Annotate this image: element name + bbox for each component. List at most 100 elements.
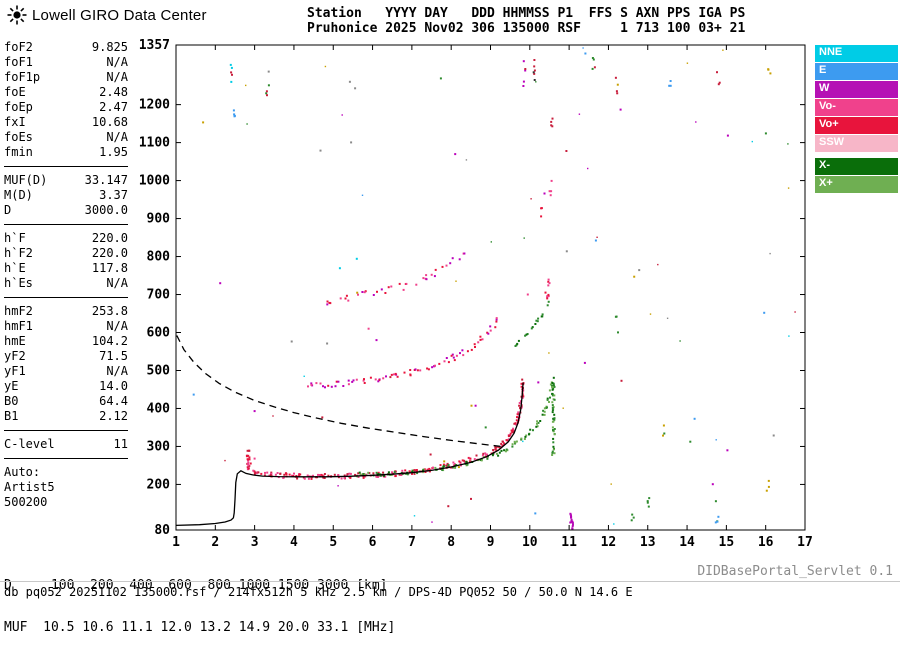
auto-code: 500200 — [4, 495, 48, 509]
param-value: N/A — [106, 276, 128, 290]
logo-text: Lowell GIRO Data Center — [32, 6, 207, 24]
dmuf-table: D 100 200 400 600 800 1000 1500 3000 [km… — [4, 551, 395, 649]
dmuf-d-row: D 100 200 400 600 800 1000 1500 3000 [km… — [4, 578, 388, 593]
auto-mode-label: Auto: — [4, 465, 41, 479]
param-value: 3000.0 — [84, 203, 128, 217]
param-value: 64.4 — [99, 394, 128, 408]
separator — [4, 458, 128, 459]
param-label: M(D) — [4, 188, 33, 202]
param-value: N/A — [106, 319, 128, 333]
legend-item-e: E — [815, 63, 898, 80]
param-label: foF2 — [4, 40, 33, 54]
parameter-panel: foF2 9.825 foF1 N/A foF1p N/A foE 2.48 foEp 2.47 f… — [4, 40, 128, 510]
ionogram-plot[interactable]: 1 2 3 4 5 6 7 8 9 10 11 12 13 14 15 16 17802003004005006… — [0, 0, 900, 600]
x-tick-label: 14 — [679, 535, 695, 550]
param-label: h`F — [4, 231, 26, 245]
param-mufd: MUF(D) 33.147 — [4, 173, 128, 188]
param-fmin: fmin 1.95 — [4, 145, 128, 160]
trace-F-1hop-O — [252, 378, 525, 480]
param-label: MUF(D) — [4, 173, 48, 187]
param-foe: foE 2.48 — [4, 85, 128, 100]
legend-item-vo+: Vo+ — [815, 117, 898, 134]
param-value: 2.47 — [99, 100, 128, 114]
param-fof1: foF1 N/A — [4, 55, 128, 70]
param-label: B0 — [4, 394, 19, 408]
x-tick-label: 3 — [251, 535, 259, 550]
param-value: 104.2 — [91, 334, 128, 348]
legend-item-x-: X- — [815, 158, 898, 175]
line-fitted-trace — [175, 382, 524, 527]
x-tick-label: 17 — [797, 535, 813, 550]
y-tick-label: 500 — [147, 363, 171, 378]
x-tick-label: 10 — [522, 535, 538, 550]
x-tick-label: 15 — [719, 535, 735, 550]
param-fof1p: foF1p N/A — [4, 70, 128, 85]
separator — [4, 166, 128, 167]
legend-item-x+: X+ — [815, 176, 898, 193]
param-label: h`F2 — [4, 246, 33, 260]
param-value: 71.5 — [99, 349, 128, 363]
trace-F-1hop-X — [356, 381, 555, 478]
param-label: C-level — [4, 437, 55, 451]
y-tick-label: 700 — [147, 288, 171, 303]
param-label: hmE — [4, 334, 26, 348]
interference-streaks — [229, 57, 772, 530]
legend-item-nne: NNE — [815, 45, 898, 62]
param-value: 220.0 — [91, 246, 128, 260]
param-he: h`E 117.8 — [4, 261, 128, 276]
x-tick-label: 13 — [640, 535, 656, 550]
x-tick-label: 8 — [447, 535, 455, 550]
param-fof2: foF2 9.825 — [4, 40, 128, 55]
station-header-line1: Station YYYY DAY DDD HHMMSS P1 FFS S AXN… — [307, 6, 746, 21]
param-groups: foF2 9.825 foF1 N/A foF1p N/A foE 2.48 foEp 2.47 f… — [4, 40, 128, 452]
param-value: 2.48 — [99, 85, 128, 99]
station-header: Station YYYY DAY DDD HHMMSS P1 FFS S AXN… — [307, 6, 745, 36]
param-hf: h`F 220.0 — [4, 231, 128, 246]
trace-F-2hop-X — [514, 300, 550, 347]
x-axis: 1 2 3 4 5 6 7 8 9 10 11 12 13 14 15 16 17 — [172, 45, 813, 550]
x-tick-label: 12 — [601, 535, 617, 550]
trace-F-3hop — [326, 252, 466, 306]
x-tick-label: 4 — [290, 535, 298, 550]
param-label: yF2 — [4, 349, 26, 363]
y-tick-label: 300 — [147, 439, 171, 454]
param-hmf1: hmF1 N/A — [4, 319, 128, 334]
param-value: 117.8 — [91, 261, 128, 275]
param-value: 220.0 — [91, 231, 128, 245]
param-yf2: yF2 71.5 — [4, 349, 128, 364]
x-tick-label: 16 — [758, 535, 774, 550]
param-value: N/A — [106, 364, 128, 378]
echo-specks — [249, 282, 586, 465]
background-noise — [192, 47, 796, 525]
y-tick-label: 200 — [147, 477, 171, 492]
param-label: h`Es — [4, 276, 33, 290]
param-label: yE — [4, 379, 19, 393]
auto-program: Artist5 — [4, 480, 55, 494]
servlet-version: DIDBasePortal_Servlet 0.1 — [697, 564, 893, 579]
param-label: foEs — [4, 130, 33, 144]
param-label: foF1p — [4, 70, 41, 84]
lowell-logo-icon — [7, 5, 27, 25]
legend-item-vo-: Vo- — [815, 99, 898, 116]
x-tick-label: 9 — [487, 535, 495, 550]
x-tick-label: 7 — [408, 535, 416, 550]
legend-item-w: W — [815, 81, 898, 98]
y-tick-label: 80 — [154, 523, 170, 538]
param-hme: hmE 104.2 — [4, 334, 128, 349]
param-label: yF1 — [4, 364, 26, 378]
param-value: 253.8 — [91, 304, 128, 318]
param-foes: foEs N/A — [4, 130, 128, 145]
y-axis: 80 200 300 400 500 600 700 800 900 1000 1100 1200 13… — [139, 38, 805, 538]
param-value: 9.825 — [91, 40, 128, 54]
param-label: B1 — [4, 409, 19, 423]
param-yf1: yF1 N/A — [4, 364, 128, 379]
x-tick-label: 11 — [561, 535, 577, 550]
y-tick-label: 1000 — [139, 174, 170, 189]
y-tick-label: 1357 — [139, 38, 170, 53]
param-value: 33.147 — [84, 173, 128, 187]
param-md: M(D) 3.37 — [4, 188, 128, 203]
status-bar: db pq052 20251102 135000.rsf / 214fx512h… — [0, 581, 900, 600]
param-foep: foEp 2.47 — [4, 100, 128, 115]
param-label: foE — [4, 85, 26, 99]
param-hf2: h`F2 220.0 — [4, 246, 128, 261]
